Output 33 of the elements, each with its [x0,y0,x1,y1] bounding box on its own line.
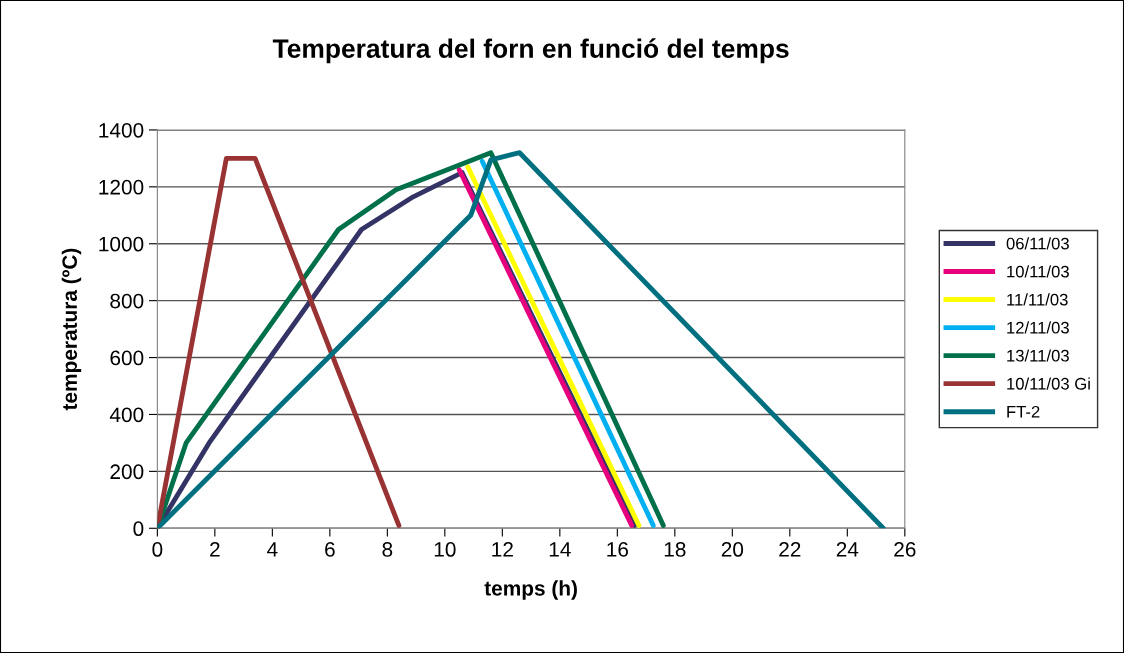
legend-label: 06/11/03 [1006,237,1069,250]
legend-label: 13/11/03 [1007,349,1069,362]
y-tick-label: 0 [133,521,144,537]
legend-label: 10/11/03 [1007,265,1069,278]
y-tick-label: 200 [110,464,144,480]
x-tick-label: 0 [152,542,163,557]
legend-label: 10/11/03 Gi [1007,377,1090,390]
x-tick-label: 4 [267,542,278,557]
y-tick-label: 600 [110,350,144,366]
x-tick-label: 14 [549,542,571,557]
x-tick-label: 18 [664,542,686,557]
line-series [157,150,886,529]
chart-title: Temperatura del forn en funció del temps [272,38,789,64]
legend-label: 12/11/03 [1007,321,1069,334]
x-tick-label: 24 [836,542,859,557]
x-tick-label: 6 [325,542,335,557]
y-axis-title: temperatura (ºC) [61,248,82,411]
x-tick-label: 22 [779,542,801,557]
legend-label: 11/11/03 [1007,293,1068,306]
x-tick-label: 2 [210,542,220,557]
x-axis-title: temps (h) [484,580,577,600]
x-tick-label: 8 [382,542,393,557]
y-tick-label: 1200 [99,179,144,195]
x-tick-label: 26 [894,542,916,557]
x-tick-label: 16 [607,542,629,557]
x-tick-label: 12 [492,542,513,557]
y-tick-label: 1000 [99,236,144,252]
y-tick-label: 1400 [99,122,144,138]
legend-label: FT-2 [1007,405,1040,418]
y-tick-label: 400 [109,407,144,423]
x-tick-label: 10 [434,542,456,557]
x-tick-label: 20 [721,542,744,557]
y-tick-label: 800 [110,293,144,309]
